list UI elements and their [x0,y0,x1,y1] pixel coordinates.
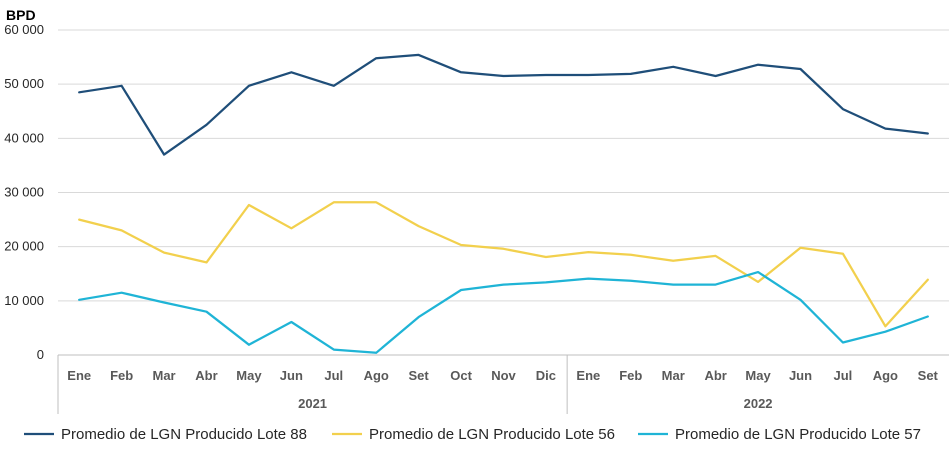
series-line-2 [78,201,929,328]
x-tick-label: Mar [662,368,685,383]
x-tick-label: Dic [536,368,556,383]
x-tick-label: Ene [576,368,600,383]
series-line-1 [78,53,929,156]
legend-item-label: Promedio de LGN Producido Lote 56 [369,426,615,443]
x-tick-label: Set [409,368,430,383]
x-tick-label: Nov [491,368,516,383]
y-tick-label: 40 000 [4,130,44,145]
x-tick-label: Oct [450,368,472,383]
x-tick-label: Jul [324,368,343,383]
y-tick-label: 50 000 [4,76,44,91]
x-tick-label: Feb [619,368,642,383]
y-tick-label: 60 000 [4,22,44,37]
x-tick-label: May [236,368,262,383]
gridlines [58,29,949,302]
series-lines [78,53,929,354]
x-tick-label: Set [918,368,939,383]
y-tick-label: 20 000 [4,239,44,254]
x-tick-label: Mar [153,368,176,383]
x-tick-label: Ago [873,368,898,383]
x-group-label: 2021 [298,396,327,411]
x-tick-label: Abr [195,368,217,383]
legend: Promedio de LGN Producido Lote 88 Promedi… [24,426,921,443]
x-tick-label: Jul [834,368,853,383]
y-axis-ticks: 0 10 000 20 000 30 000 40 000 50 000 60 000 [4,22,44,362]
series-line-3 [78,270,929,354]
x-tick-label: Abr [704,368,726,383]
y-tick-label: 0 [37,347,44,362]
y-tick-label: 30 000 [4,185,44,200]
legend-item-label: Promedio de LGN Producido Lote 57 [675,426,921,443]
x-tick-label: Jun [280,368,303,383]
x-tick-label: May [745,368,771,383]
y-unit-label: BPD [6,7,36,23]
x-group-label: 2022 [744,396,773,411]
x-tick-label: Jun [789,368,812,383]
x-axis: Ene Feb Mar Abr May Jun Jul Ago Set Oct Nov Dic Ene F… [57,354,949,414]
legend-item-label: Promedio de LGN Producido Lote 88 [61,426,307,443]
x-tick-label: Ene [67,368,91,383]
y-tick-label: 10 000 [4,293,44,308]
x-tick-label: Feb [110,368,133,383]
x-tick-label: Ago [364,368,389,383]
